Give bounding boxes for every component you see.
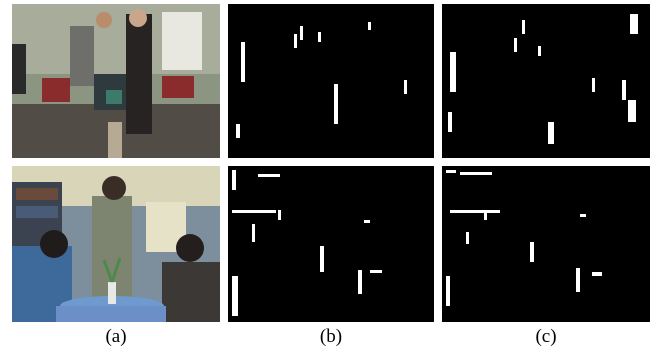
foreground-blob: [364, 220, 370, 223]
foreground-blob: [450, 210, 500, 213]
foreground-blob: [368, 22, 371, 30]
foreground-blob: [358, 270, 362, 294]
foreground-blob: [320, 246, 324, 272]
foreground-blob: [576, 268, 580, 292]
foreground-blob: [538, 46, 541, 56]
panel-c-row1-mask: [442, 4, 650, 158]
foreground-blob: [252, 224, 255, 242]
foreground-blob: [450, 52, 456, 92]
foreground-blob: [278, 210, 281, 220]
foreground-blob: [446, 170, 456, 173]
foreground-blob: [232, 210, 276, 213]
foreground-blob: [236, 124, 240, 138]
living-room-photo: [12, 166, 220, 322]
panel-a-row2-photo: [12, 166, 220, 322]
caption-a: (a): [105, 326, 127, 347]
foreground-blob: [334, 84, 338, 124]
foreground-blob: [300, 26, 303, 40]
foreground-blob: [232, 170, 236, 190]
foreground-blob: [628, 100, 636, 122]
foreground-blob: [318, 32, 321, 42]
foreground-blob: [294, 34, 297, 48]
office-photo: [12, 4, 220, 158]
panel-c-row2-mask: [442, 166, 650, 322]
mask-c-row2: [442, 166, 650, 322]
foreground-blob: [622, 80, 626, 100]
foreground-blob: [241, 42, 245, 82]
foreground-blob: [530, 242, 534, 262]
foreground-blob: [592, 272, 602, 276]
panel-a-row1-photo: [12, 4, 220, 158]
foreground-blob: [258, 174, 280, 177]
mask-b-row2: [228, 166, 434, 322]
foreground-blob: [484, 210, 487, 220]
foreground-blob: [548, 122, 554, 144]
mask-c-row1: [442, 4, 650, 158]
foreground-blob: [580, 214, 586, 217]
mask-b-row1: [228, 4, 434, 158]
foreground-blob: [514, 38, 517, 52]
foreground-blob: [522, 20, 525, 34]
foreground-blob: [370, 270, 382, 273]
foreground-blob: [466, 232, 469, 244]
foreground-blob: [232, 276, 238, 316]
foreground-blob: [448, 112, 452, 132]
foreground-blob: [404, 80, 407, 94]
panel-b-row1-mask: [228, 4, 434, 158]
caption-c: (c): [535, 326, 557, 347]
foreground-blob: [460, 172, 492, 175]
foreground-blob: [630, 14, 638, 34]
caption-b: (b): [319, 326, 343, 347]
panel-b-row2-mask: [228, 166, 434, 322]
foreground-blob: [446, 276, 450, 306]
foreground-blob: [592, 78, 595, 92]
